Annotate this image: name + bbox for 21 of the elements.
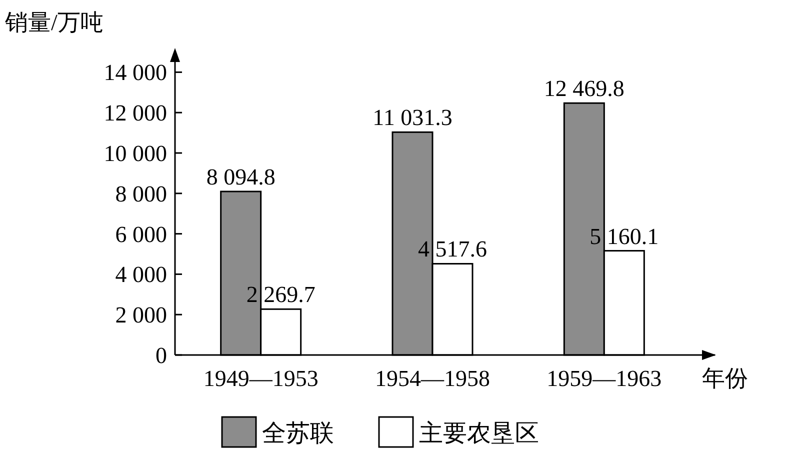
legend-label: 主要农垦区 xyxy=(419,420,539,447)
x-tick-label: 1954—1958 xyxy=(375,366,490,391)
y-tick-label: 14 000 xyxy=(104,60,167,86)
y-tick-label: 8 000 xyxy=(115,181,167,206)
x-tick-label: 1949—1953 xyxy=(203,366,318,391)
data-label: 12 469.8 xyxy=(544,76,624,102)
data-label: 2 269.7 xyxy=(246,282,316,308)
data-label: 11 031.3 xyxy=(372,105,452,130)
y-axis-title: 销量/万吨 xyxy=(4,10,104,35)
data-label: 8 094.8 xyxy=(206,164,276,190)
y-tick-label: 10 000 xyxy=(104,141,167,166)
data-label: 4 517.6 xyxy=(418,236,487,262)
y-tick-label: 12 000 xyxy=(104,100,167,126)
legend-label: 全苏联 xyxy=(262,421,334,447)
y-tick-label: 2 000 xyxy=(115,302,167,328)
x-tick-label: 1959—1963 xyxy=(546,366,662,391)
y-tick-label: 0 xyxy=(156,343,167,368)
data-label: 5 160.1 xyxy=(590,224,659,249)
y-tick-label: 6 000 xyxy=(115,222,167,247)
y-tick-label: 4 000 xyxy=(115,262,167,288)
x-axis-title: 年份 xyxy=(702,366,748,391)
